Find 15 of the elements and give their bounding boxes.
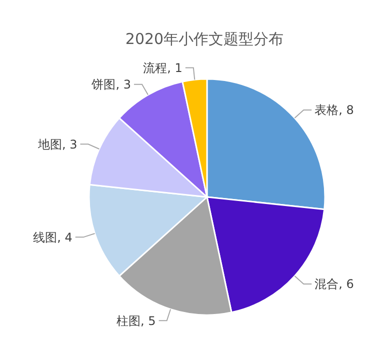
slice-label: 线图 [33, 230, 58, 244]
slice-label: 流程 [143, 60, 168, 75]
data-label: , 3 [116, 78, 131, 92]
data-label: , 5 [140, 314, 156, 328]
slice-label: 表格 [314, 103, 339, 118]
chart-title: 2020年小作文题型分布 [125, 30, 284, 48]
data-label: , 3 [62, 137, 78, 152]
slice-label: 混合 [314, 277, 339, 292]
data-label: , 8 [338, 103, 354, 118]
slice-label: 饼图 [90, 78, 116, 92]
slice-label: 地图 [36, 137, 62, 152]
data-label: , 1 [167, 60, 182, 75]
slice-label: 柱图 [116, 314, 141, 328]
data-label: , 4 [57, 230, 72, 244]
data-label: , 6 [338, 277, 354, 292]
